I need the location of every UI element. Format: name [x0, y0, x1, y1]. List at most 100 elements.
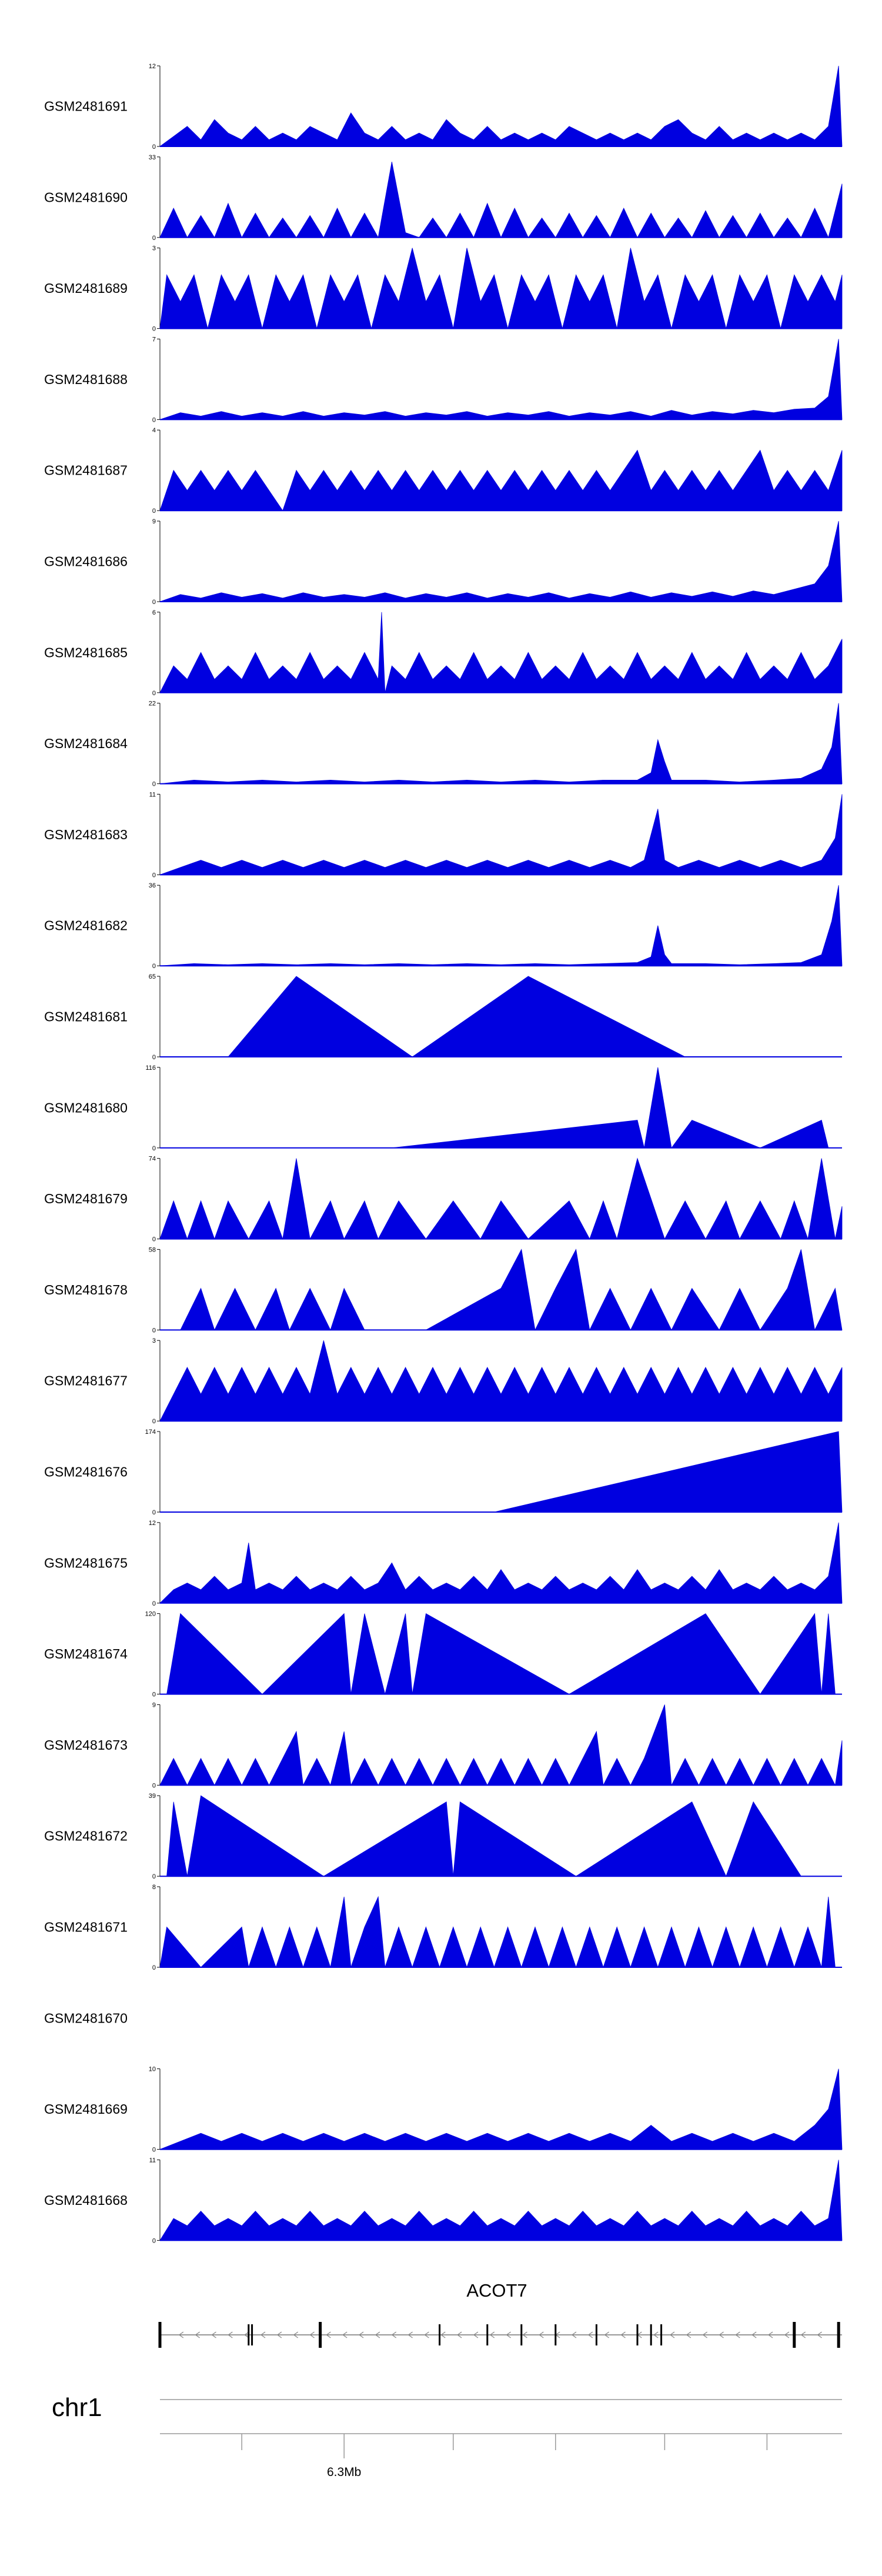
track-GSM2481681: GSM2481681 65 0 [44, 973, 842, 1061]
track-label: GSM2481678 [44, 1282, 128, 1297]
y-max-label: 116 [145, 1065, 156, 1072]
y-min-label: 0 [152, 781, 156, 788]
track-label: GSM2481685 [44, 645, 128, 660]
exon [595, 2324, 597, 2345]
track-label: GSM2481687 [44, 463, 128, 478]
coverage-area [159, 162, 843, 238]
strand-arrow [522, 2331, 527, 2338]
track-GSM2481679: GSM2481679 74 0 [44, 1156, 843, 1243]
coverage-area [159, 339, 843, 420]
track-GSM2481688: GSM2481688 7 0 [44, 336, 843, 423]
track-label: GSM2481686 [44, 554, 128, 569]
y-min-label: 0 [152, 1054, 156, 1061]
coverage-area [494, 1431, 843, 1513]
strand-arrow [424, 2331, 429, 2338]
strand-arrow [260, 2331, 266, 2338]
exon [636, 2324, 639, 2345]
track-GSM2481680: GSM2481680 116 0 [44, 1065, 842, 1152]
strand-arrow [309, 2331, 315, 2338]
y-min-label: 0 [152, 1691, 156, 1699]
track-GSM2481687: GSM2481687 4 0 [44, 427, 843, 515]
track-label: GSM2481680 [44, 1100, 128, 1115]
track-label: GSM2481673 [44, 1737, 128, 1753]
coverage-area [180, 1249, 843, 1331]
track-GSM2481672: GSM2481672 39 0 [44, 1793, 842, 1880]
track-label: GSM2481668 [44, 2193, 128, 2208]
y-max-label: 12 [149, 1520, 156, 1527]
track-label: GSM2481676 [44, 1464, 128, 1480]
exon [251, 2324, 253, 2345]
exon [660, 2324, 663, 2345]
coverage-area [159, 520, 843, 602]
strand-arrow [375, 2331, 380, 2338]
coverage-area [166, 1613, 836, 1695]
exon [158, 2322, 162, 2348]
strand-arrow [473, 2331, 479, 2338]
strand-arrow [571, 2331, 577, 2338]
track-label: GSM2481677 [44, 1373, 128, 1389]
y-min-label: 0 [152, 963, 156, 970]
coverage-area [228, 976, 686, 1057]
strand-arrow [539, 2331, 544, 2338]
strand-arrow [587, 2331, 593, 2338]
y-min-label: 0 [152, 872, 156, 879]
coverage-area [159, 1157, 843, 1240]
track-GSM2481685: GSM2481685 6 0 [44, 609, 843, 697]
y-min-label: 0 [152, 144, 156, 151]
y-max-label: 22 [149, 700, 156, 708]
coverage-area [159, 1896, 836, 1968]
track-GSM2481686: GSM2481686 9 0 [44, 518, 843, 606]
strand-arrow [326, 2331, 331, 2338]
y-max-label: 174 [145, 1429, 156, 1436]
strand-arrow [211, 2331, 216, 2338]
y-max-label: 36 [149, 882, 156, 889]
track-GSM2481676: GSM2481676 174 0 [44, 1429, 843, 1516]
coverage-area [159, 612, 843, 693]
y-min-label: 0 [152, 690, 156, 697]
coverage-area [159, 2068, 843, 2150]
track-label: GSM2481689 [44, 281, 128, 296]
track-label: GSM2481675 [44, 1555, 128, 1570]
strand-arrow [506, 2331, 511, 2338]
track-label: GSM2481669 [44, 2101, 128, 2117]
coverage-area [166, 1795, 802, 1877]
track-GSM2481668: GSM2481668 11 0 [44, 2157, 843, 2244]
strand-arrow [407, 2331, 413, 2338]
y-max-label: 3 [152, 1337, 156, 1344]
track-GSM2481671: GSM2481671 8 0 [44, 1884, 842, 1971]
y-min-label: 0 [152, 1418, 156, 1425]
y-max-label: 10 [149, 2066, 156, 2073]
track-GSM2481675: GSM2481675 12 0 [44, 1520, 843, 1607]
strand-arrow [391, 2331, 397, 2338]
coverage-area [159, 885, 843, 966]
y-max-label: 11 [149, 791, 156, 798]
strand-arrow [178, 2331, 184, 2338]
coverage-area [159, 1522, 843, 1604]
y-max-label: 33 [149, 154, 156, 161]
track-GSM2481691: GSM2481691 12 0 [44, 63, 843, 151]
y-min-label: 0 [152, 1509, 156, 1516]
track-GSM2481689: GSM2481689 3 0 [44, 245, 843, 333]
exon [248, 2324, 250, 2345]
exon [520, 2324, 523, 2345]
strand-arrow [342, 2331, 348, 2338]
strand-arrow [719, 2331, 724, 2338]
y-min-label: 0 [152, 1600, 156, 1607]
y-min-label: 0 [152, 599, 156, 606]
coverage-area [159, 2160, 843, 2241]
exon [319, 2322, 322, 2348]
y-min-label: 0 [152, 1236, 156, 1243]
strand-arrow [293, 2331, 299, 2338]
exon [650, 2324, 652, 2345]
y-max-label: 12 [149, 63, 156, 70]
strand-arrow [228, 2331, 233, 2338]
coverage-area [159, 1704, 843, 1786]
track-GSM2481678: GSM2481678 58 0 [44, 1246, 843, 1334]
coverage-area [392, 1067, 829, 1149]
strand-arrow [735, 2331, 740, 2338]
track-label: GSM2481683 [44, 827, 128, 842]
y-max-label: 120 [145, 1611, 156, 1618]
y-min-label: 0 [152, 508, 156, 515]
strand-arrow [604, 2331, 610, 2338]
